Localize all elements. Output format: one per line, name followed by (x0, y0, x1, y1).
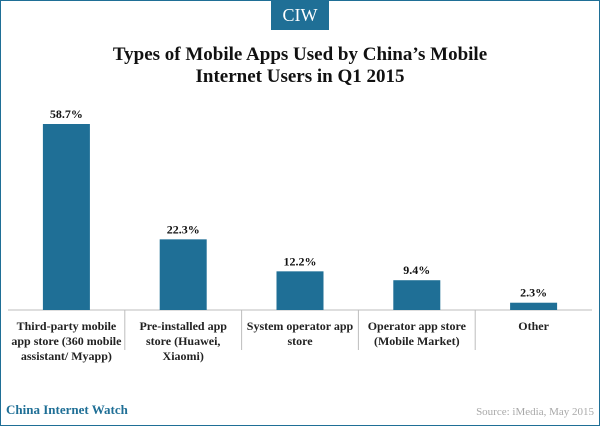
bar-4 (393, 280, 441, 310)
category-label-4-line-2: (Mobile Market) (374, 334, 460, 348)
category-label-1-line-2: app store (360 mobile (11, 334, 122, 348)
bar-1 (42, 124, 90, 310)
data-label-4: 9.4% (403, 263, 430, 277)
data-label-3: 12.2% (284, 254, 317, 268)
chart-title-line-1: Types of Mobile Apps Used by China’s Mob… (112, 44, 488, 65)
bar-5 (510, 302, 558, 310)
brand-label: China Internet Watch (6, 402, 128, 417)
data-label-2: 22.3% (167, 222, 200, 236)
data-label-5: 2.3% (520, 286, 547, 300)
category-label-3-line-1: System operator app (247, 319, 354, 333)
category-label-4-line-1: Operator app store (368, 319, 467, 333)
source-label: Source: iMedia, May 2015 (476, 406, 594, 418)
ciw-logo-badge: CIW (271, 0, 329, 30)
category-label-1-line-1: Third-party mobile (17, 319, 117, 333)
chart-title-line-2: Internet Users in Q1 2015 (195, 66, 405, 87)
category-label-5-line-1: Other (518, 319, 549, 333)
bar-2 (159, 239, 207, 310)
chart-title: Types of Mobile Apps Used by China’s Mob… (0, 44, 600, 88)
category-label-2-line-3: Xiaomi) (163, 349, 204, 363)
category-label-2-line-1: Pre-installed app (139, 319, 227, 333)
category-label-1-line-3: assistant/ Myapp) (21, 349, 112, 363)
bar-3 (276, 271, 324, 310)
category-label-3-line-2: store (287, 334, 313, 348)
data-label-1: 58.7% (50, 107, 83, 121)
category-label-2-line-2: store (Huawei, (146, 334, 220, 348)
